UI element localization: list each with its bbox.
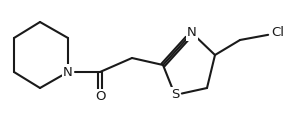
Text: N: N [63,65,73,78]
Text: S: S [171,89,179,102]
Text: N: N [187,27,197,40]
Text: Cl: Cl [271,27,285,40]
Text: O: O [95,91,105,104]
